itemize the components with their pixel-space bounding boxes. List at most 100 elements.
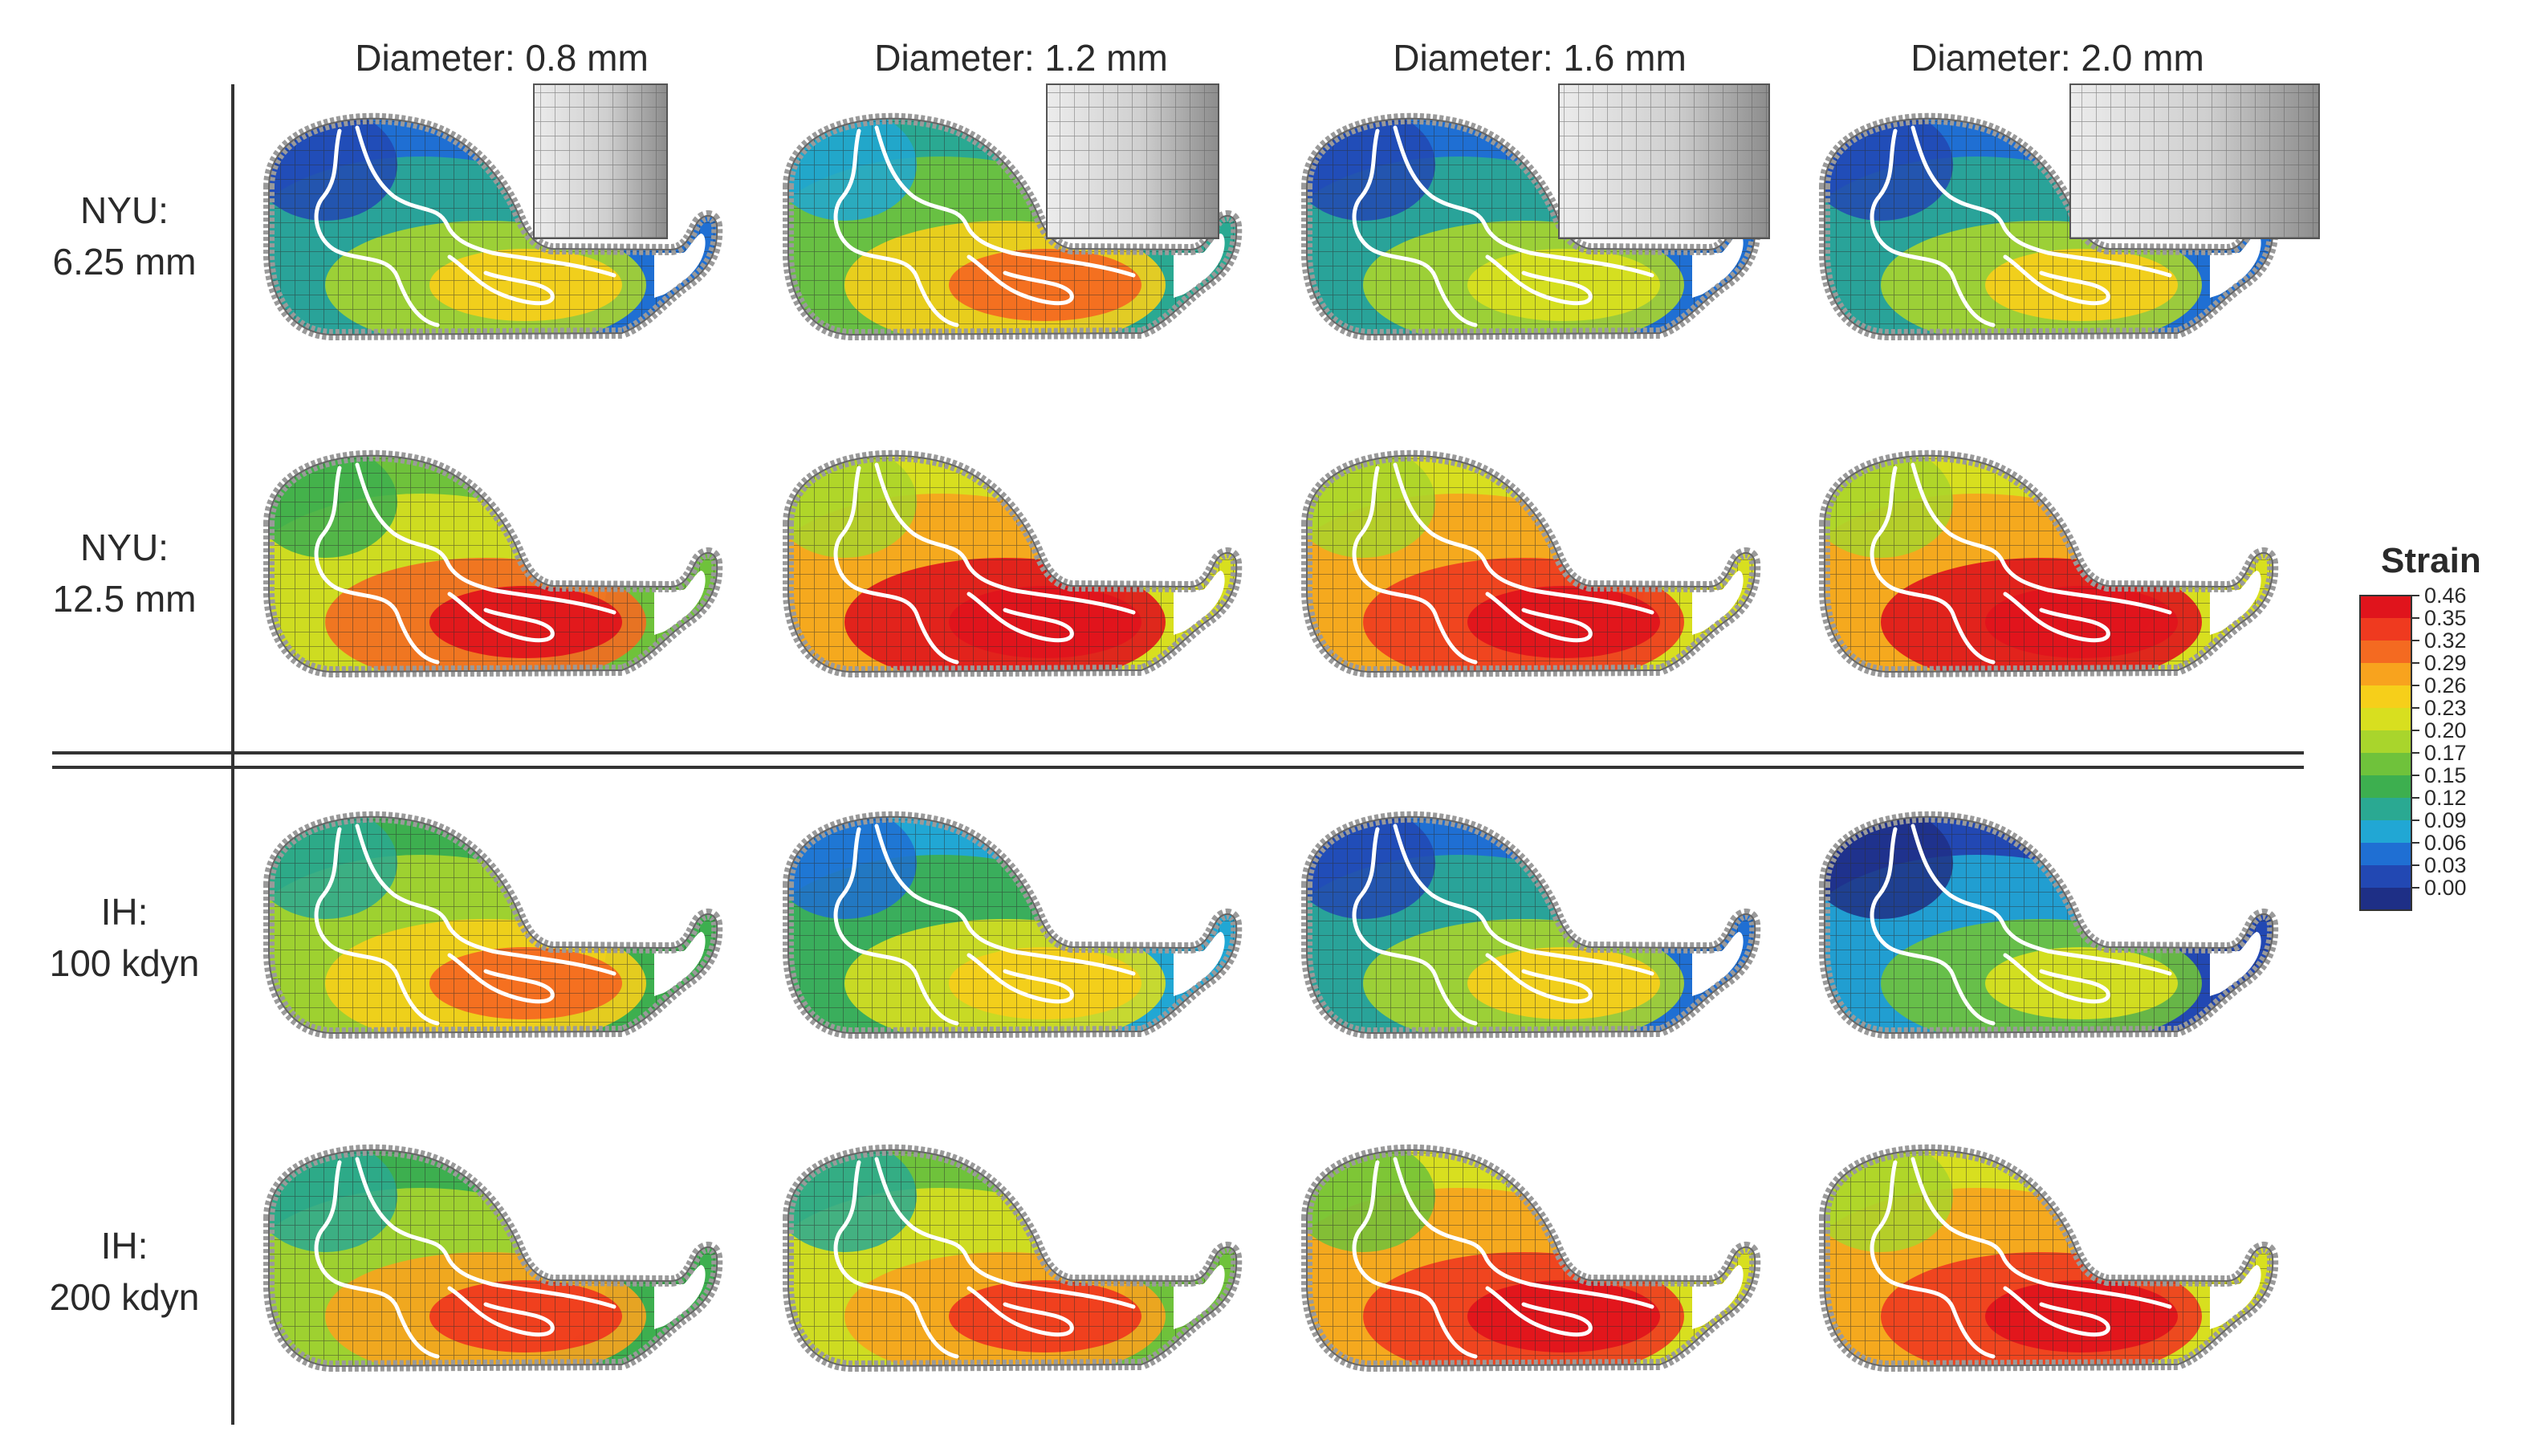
- contour-line-2: [1393, 125, 1654, 278]
- legend-title: Strain: [2381, 541, 2481, 580]
- contour-line-3: [2003, 1286, 2110, 1337]
- contour-line-2: [1911, 125, 2172, 278]
- contour-line-1: [1352, 827, 1478, 1026]
- panel-r2-c2: [783, 449, 1243, 678]
- panel-r3-c2: [783, 811, 1243, 1039]
- legend-tick-2: 0.35: [2424, 606, 2467, 630]
- panel-r4-c4: [1819, 1144, 2279, 1373]
- indenter-cylinder: [2069, 83, 2320, 239]
- legend-swatch-5: [2360, 685, 2411, 708]
- contour-line-1: [833, 466, 959, 665]
- contour-line-2: [874, 462, 1136, 615]
- contour-line-2: [1393, 824, 1654, 976]
- legend-tick-3: 0.32: [2424, 628, 2467, 653]
- contour-line-3: [447, 953, 555, 1004]
- legend-tick-11: 0.09: [2424, 808, 2467, 832]
- column-header-2: Diameter: 1.2 mm: [874, 37, 1168, 79]
- contour-line-2: [1393, 462, 1654, 615]
- contour-line-1: [1870, 1160, 1996, 1359]
- panel-r3-c1: [263, 811, 723, 1039]
- row-label-1-line1: NYU:: [80, 189, 169, 231]
- contour-line-2: [1911, 462, 2172, 615]
- divider-lines: [52, 84, 2304, 1425]
- contour-line-3: [447, 592, 555, 643]
- legend-swatch-10: [2360, 798, 2411, 820]
- row-label-2-line1: NYU:: [80, 527, 169, 568]
- contour-line-3: [966, 1286, 1074, 1337]
- panel-r4-c1: [263, 1144, 723, 1373]
- contour-line-1: [1870, 466, 1996, 665]
- contour-line-3: [2003, 592, 2110, 643]
- contour-line-2: [874, 824, 1136, 976]
- panel-r4-c2: [783, 1144, 1243, 1373]
- panel-r1-c1: [263, 83, 723, 341]
- panel-r1-c2: [783, 83, 1243, 341]
- contour-line-2: [1911, 824, 2172, 976]
- legend-swatch-4: [2360, 663, 2411, 685]
- panel-r1-c3: [1301, 83, 1770, 341]
- contour-line-2: [355, 462, 616, 615]
- panel-r4-c3: [1301, 1144, 1761, 1373]
- column-headers: Diameter: 0.8 mm Diameter: 1.2 mm Diamet…: [355, 37, 2204, 79]
- legend-tick-8: 0.17: [2424, 741, 2467, 765]
- row-label-2-line2: 12.5 mm: [53, 578, 197, 620]
- contour-line-3: [2003, 254, 2110, 306]
- contour-line-3: [966, 592, 1074, 643]
- contour-line-3: [447, 1286, 555, 1337]
- legend-tick-9: 0.15: [2424, 763, 2467, 787]
- column-header-1: Diameter: 0.8 mm: [355, 37, 649, 79]
- contour-line-1: [833, 128, 959, 327]
- row-label-1-line2: 6.25 mm: [53, 241, 197, 283]
- row-label-3-line2: 100 kdyn: [50, 942, 200, 984]
- legend-swatch-2: [2360, 618, 2411, 641]
- legend-tick-5: 0.26: [2424, 673, 2467, 697]
- indenter-cylinder: [1558, 83, 1770, 239]
- contour-line-1: [314, 128, 440, 327]
- contour-line-1: [1352, 466, 1478, 665]
- contour-line-1: [1352, 1160, 1478, 1359]
- legend-color-bar: [2359, 595, 2412, 911]
- legend-tick-12: 0.06: [2424, 831, 2467, 855]
- legend-tick-14: 0.00: [2424, 876, 2467, 900]
- column-header-4: Diameter: 2.0 mm: [1911, 37, 2204, 79]
- contour-line-2: [874, 125, 1136, 278]
- contour-line-3: [1485, 592, 1593, 643]
- panel-r1-c4: [1819, 83, 2320, 341]
- legend-tick-1: 0.46: [2424, 584, 2467, 608]
- legend-swatch-9: [2360, 775, 2411, 798]
- contour-line-3: [966, 254, 1074, 306]
- panel-r3-c4: [1819, 811, 2279, 1039]
- legend-tick-labels: 0.460.350.320.290.260.230.200.170.150.12…: [2411, 584, 2467, 900]
- strain-legend: Strain 0.460.350.320.290.260.230.200.170…: [2359, 541, 2481, 911]
- contour-line-1: [833, 1160, 959, 1359]
- legend-tick-7: 0.20: [2424, 718, 2467, 742]
- contour-line-1: [314, 827, 440, 1026]
- contour-line-2: [1911, 1157, 2172, 1309]
- legend-tick-4: 0.29: [2424, 651, 2467, 675]
- contour-line-3: [1485, 254, 1593, 306]
- indenter-cylinder: [533, 83, 668, 239]
- indenter-cylinder: [1046, 83, 1219, 239]
- panel-r3-c3: [1301, 811, 1761, 1039]
- legend-swatch-14: [2360, 888, 2411, 910]
- legend-swatch-6: [2360, 708, 2411, 730]
- contour-line-2: [874, 1157, 1136, 1309]
- legend-tick-6: 0.23: [2424, 696, 2467, 720]
- contour-line-1: [314, 1160, 440, 1359]
- contour-line-1: [833, 827, 959, 1026]
- contour-line-1: [1870, 128, 1996, 327]
- panel-r2-c4: [1819, 449, 2279, 678]
- column-header-3: Diameter: 1.6 mm: [1393, 37, 1687, 79]
- row-label-4-line1: IH:: [101, 1225, 149, 1267]
- contour-line-3: [966, 953, 1074, 1004]
- contour-line-3: [1485, 1286, 1593, 1337]
- row-labels: NYU: 6.25 mm NYU: 12.5 mm IH: 100 kdyn I…: [50, 189, 200, 1318]
- panel-r2-c3: [1301, 449, 1761, 678]
- contour-line-2: [355, 125, 616, 278]
- legend-tick-13: 0.03: [2424, 853, 2467, 877]
- legend-swatch-13: [2360, 865, 2411, 888]
- contour-line-1: [314, 466, 440, 665]
- contour-line-1: [1870, 827, 1996, 1026]
- contour-line-3: [447, 254, 555, 306]
